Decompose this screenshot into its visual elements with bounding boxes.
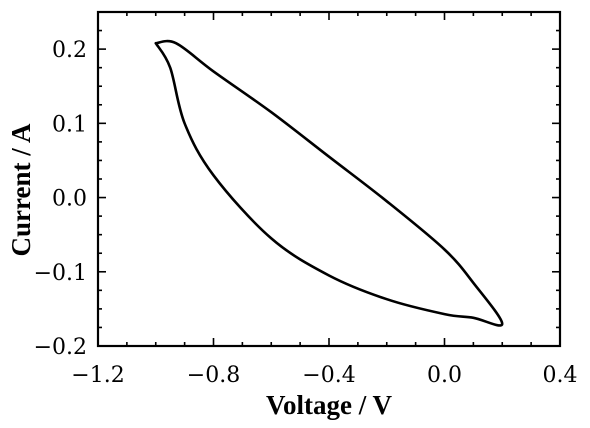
x-tick-label: 0.0: [427, 363, 462, 388]
series-layer: [154, 39, 504, 327]
y-axis-title: Current / A: [6, 123, 36, 256]
y-tick-label: 0.1: [52, 112, 87, 137]
x-tick-label: −1.2: [71, 363, 124, 388]
x-tick-label: −0.8: [187, 363, 240, 388]
y-tick-label: −0.2: [34, 335, 87, 360]
ticks-layer: [97, 11, 561, 347]
x-tick-label: 0.4: [543, 363, 578, 388]
cv-loop-line: [154, 39, 504, 327]
y-tick-label: 0.0: [52, 187, 87, 212]
y-tick-label: 0.2: [52, 38, 87, 63]
labels-layer: −1.2 −0.8 −0.4 0.0 0.4 −0.2 −0.1 0.0 0.1 0.2: [34, 38, 578, 388]
x-tick-label: −0.4: [302, 363, 355, 388]
y-tick-label: −0.1: [34, 261, 87, 286]
x-axis-title: Voltage / V: [266, 390, 393, 420]
